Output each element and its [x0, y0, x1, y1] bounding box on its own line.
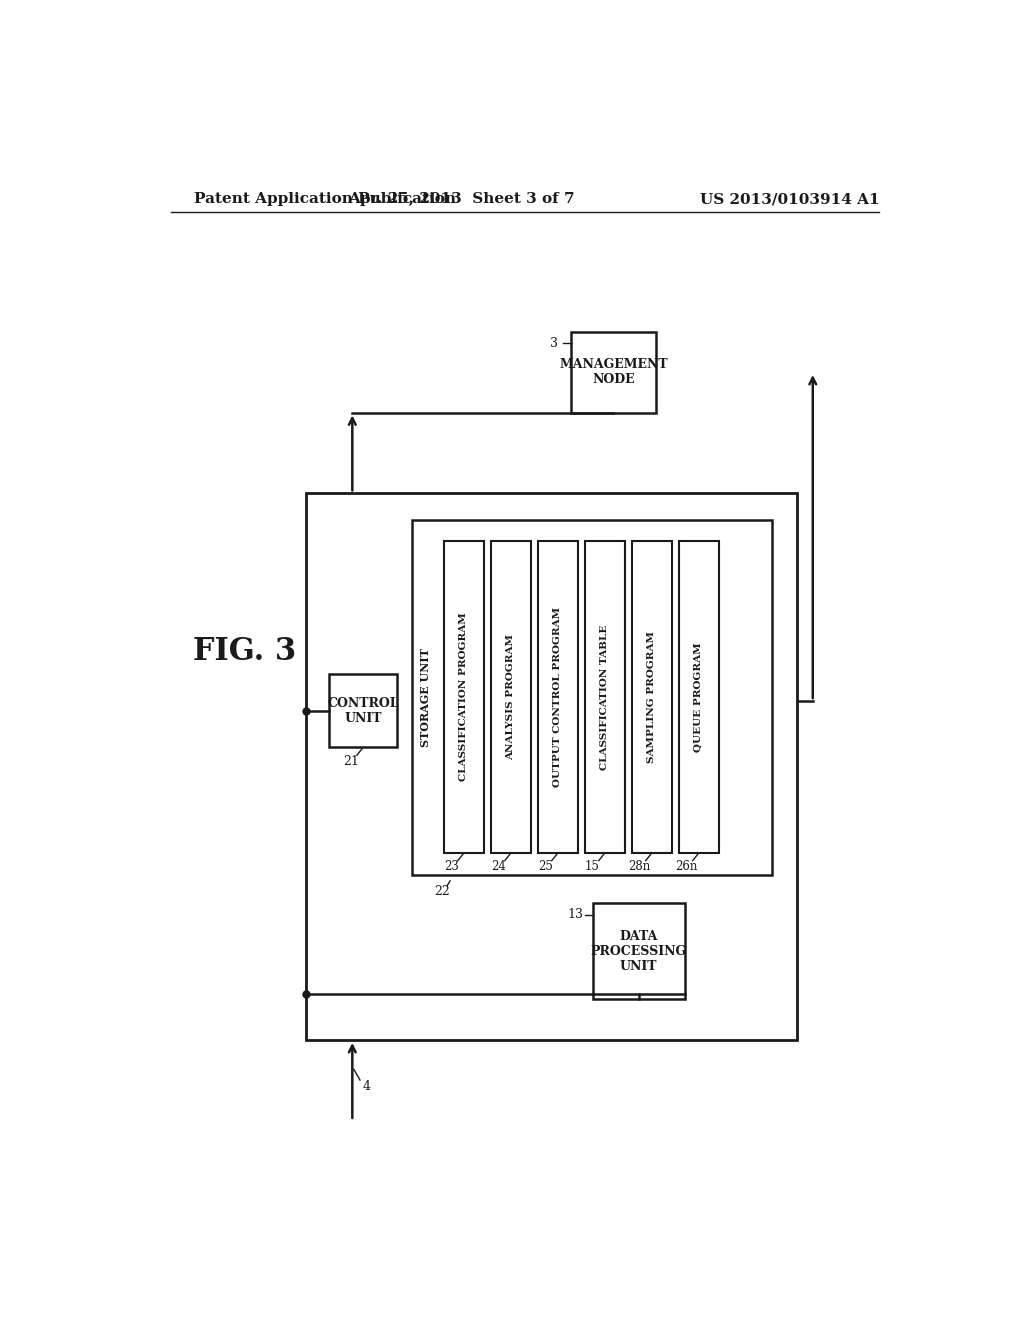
- Text: ANALYSIS PROGRAM: ANALYSIS PROGRAM: [507, 634, 515, 760]
- Bar: [593, 903, 685, 999]
- Text: US 2013/0103914 A1: US 2013/0103914 A1: [700, 193, 880, 206]
- Text: Apr. 25, 2013  Sheet 3 of 7: Apr. 25, 2013 Sheet 3 of 7: [348, 193, 574, 206]
- Text: 15: 15: [585, 861, 600, 874]
- Bar: [490, 541, 531, 853]
- Text: CLASSIFICATION TABLE: CLASSIFICATION TABLE: [600, 624, 609, 770]
- Text: CLASSIFICATION PROGRAM: CLASSIFICATION PROGRAM: [460, 612, 468, 781]
- Text: 21: 21: [343, 755, 358, 768]
- Text: Patent Application Publication: Patent Application Publication: [194, 193, 456, 206]
- Text: QUEUE PROGRAM: QUEUE PROGRAM: [694, 643, 703, 752]
- Bar: [330, 675, 397, 747]
- Text: CONTROL
UNIT: CONTROL UNIT: [328, 697, 399, 725]
- Text: 23: 23: [444, 861, 459, 874]
- Bar: [679, 541, 719, 853]
- Text: 4: 4: [362, 1080, 371, 1093]
- Text: STORAGE UNIT: STORAGE UNIT: [420, 648, 431, 747]
- Text: 22: 22: [434, 884, 451, 898]
- Bar: [538, 541, 578, 853]
- Bar: [571, 331, 655, 412]
- Bar: [306, 494, 798, 1040]
- Text: MANAGEMENT
NODE: MANAGEMENT NODE: [559, 358, 668, 385]
- Text: 25: 25: [539, 861, 553, 874]
- Bar: [444, 541, 484, 853]
- Bar: [412, 520, 772, 875]
- Text: FIG. 3: FIG. 3: [193, 636, 296, 667]
- Text: SAMPLING PROGRAM: SAMPLING PROGRAM: [647, 631, 656, 763]
- Text: 24: 24: [492, 861, 506, 874]
- Bar: [632, 541, 672, 853]
- Text: 28n: 28n: [629, 861, 650, 874]
- Text: DATA
PROCESSING
UNIT: DATA PROCESSING UNIT: [591, 929, 687, 973]
- Text: 26n: 26n: [675, 861, 697, 874]
- Text: 13: 13: [567, 908, 584, 921]
- Text: OUTPUT CONTROL PROGRAM: OUTPUT CONTROL PROGRAM: [553, 607, 562, 787]
- Bar: [585, 541, 625, 853]
- Text: 3: 3: [550, 337, 558, 350]
